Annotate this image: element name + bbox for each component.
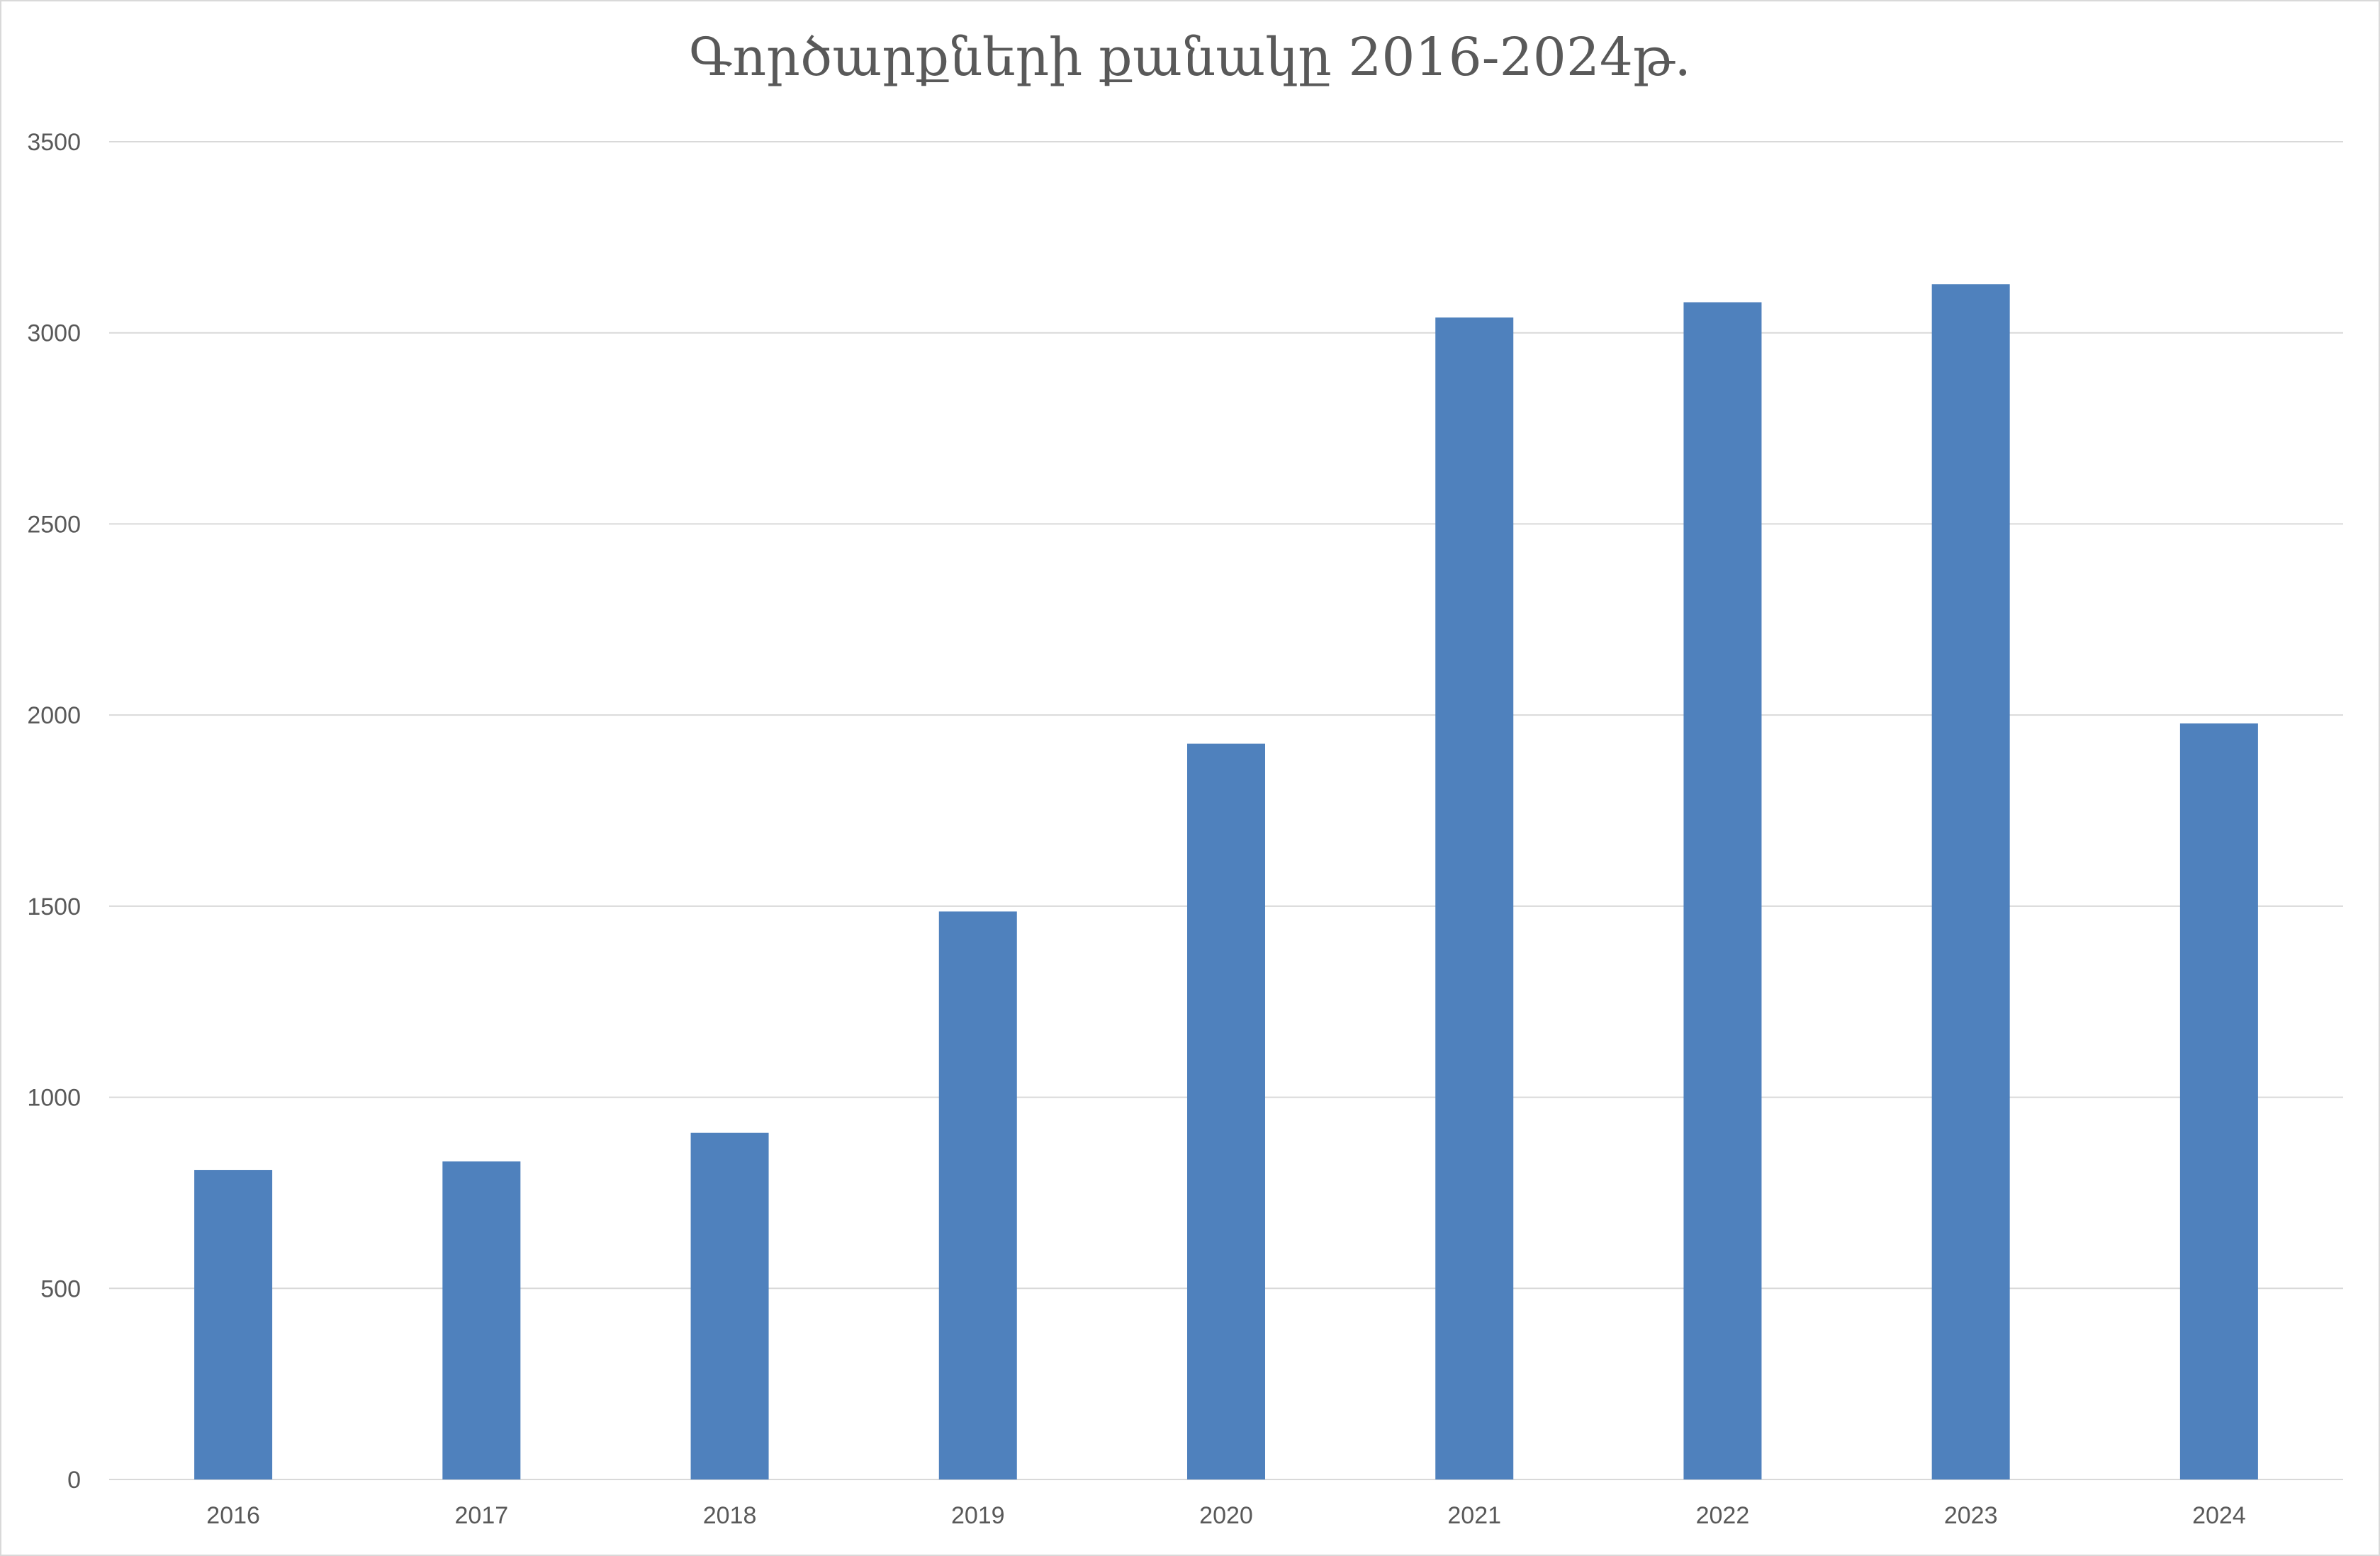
y-tick-label: 500 <box>40 1275 81 1302</box>
x-tick-label: 2018 <box>703 1502 757 1529</box>
x-tick-label: 2021 <box>1447 1502 1501 1529</box>
bar-2020 <box>1187 743 1265 1479</box>
x-tick-label: 2020 <box>1199 1502 1253 1529</box>
bars <box>194 284 2258 1480</box>
bar-2016 <box>194 1170 273 1479</box>
x-tick-label: 2019 <box>951 1502 1005 1529</box>
bar-2022 <box>1683 302 1762 1479</box>
x-tick-label: 2016 <box>206 1502 260 1529</box>
bar-2023 <box>1931 284 2010 1480</box>
y-axis-ticks: 0 500 1000 1500 2000 2500 3000 3500 <box>27 129 81 1494</box>
y-tick-label: 0 <box>67 1467 81 1494</box>
bar-2019 <box>938 911 1017 1479</box>
bar-2024 <box>2179 723 2258 1480</box>
y-tick-label: 1500 <box>27 893 81 920</box>
x-tick-label: 2024 <box>2192 1502 2246 1529</box>
y-tick-label: 1000 <box>27 1085 81 1112</box>
bar-2018 <box>690 1132 769 1479</box>
y-tick-label: 2000 <box>27 702 81 729</box>
y-tick-label: 2500 <box>27 511 81 538</box>
x-tick-label: 2023 <box>1944 1502 1998 1529</box>
chart-title: Գործարքների քանակը 2016-2024թ. <box>688 27 1692 88</box>
x-tick-label: 2017 <box>455 1502 509 1529</box>
bar-2017 <box>442 1161 521 1479</box>
y-tick-label: 3000 <box>27 320 81 347</box>
y-tick-label: 3500 <box>27 129 81 156</box>
x-tick-label: 2022 <box>1696 1502 1750 1529</box>
bar-2021 <box>1435 317 1514 1479</box>
x-axis-ticks: 2016 2017 2018 2019 2020 2021 2022 2023 2024 <box>206 1502 2245 1529</box>
